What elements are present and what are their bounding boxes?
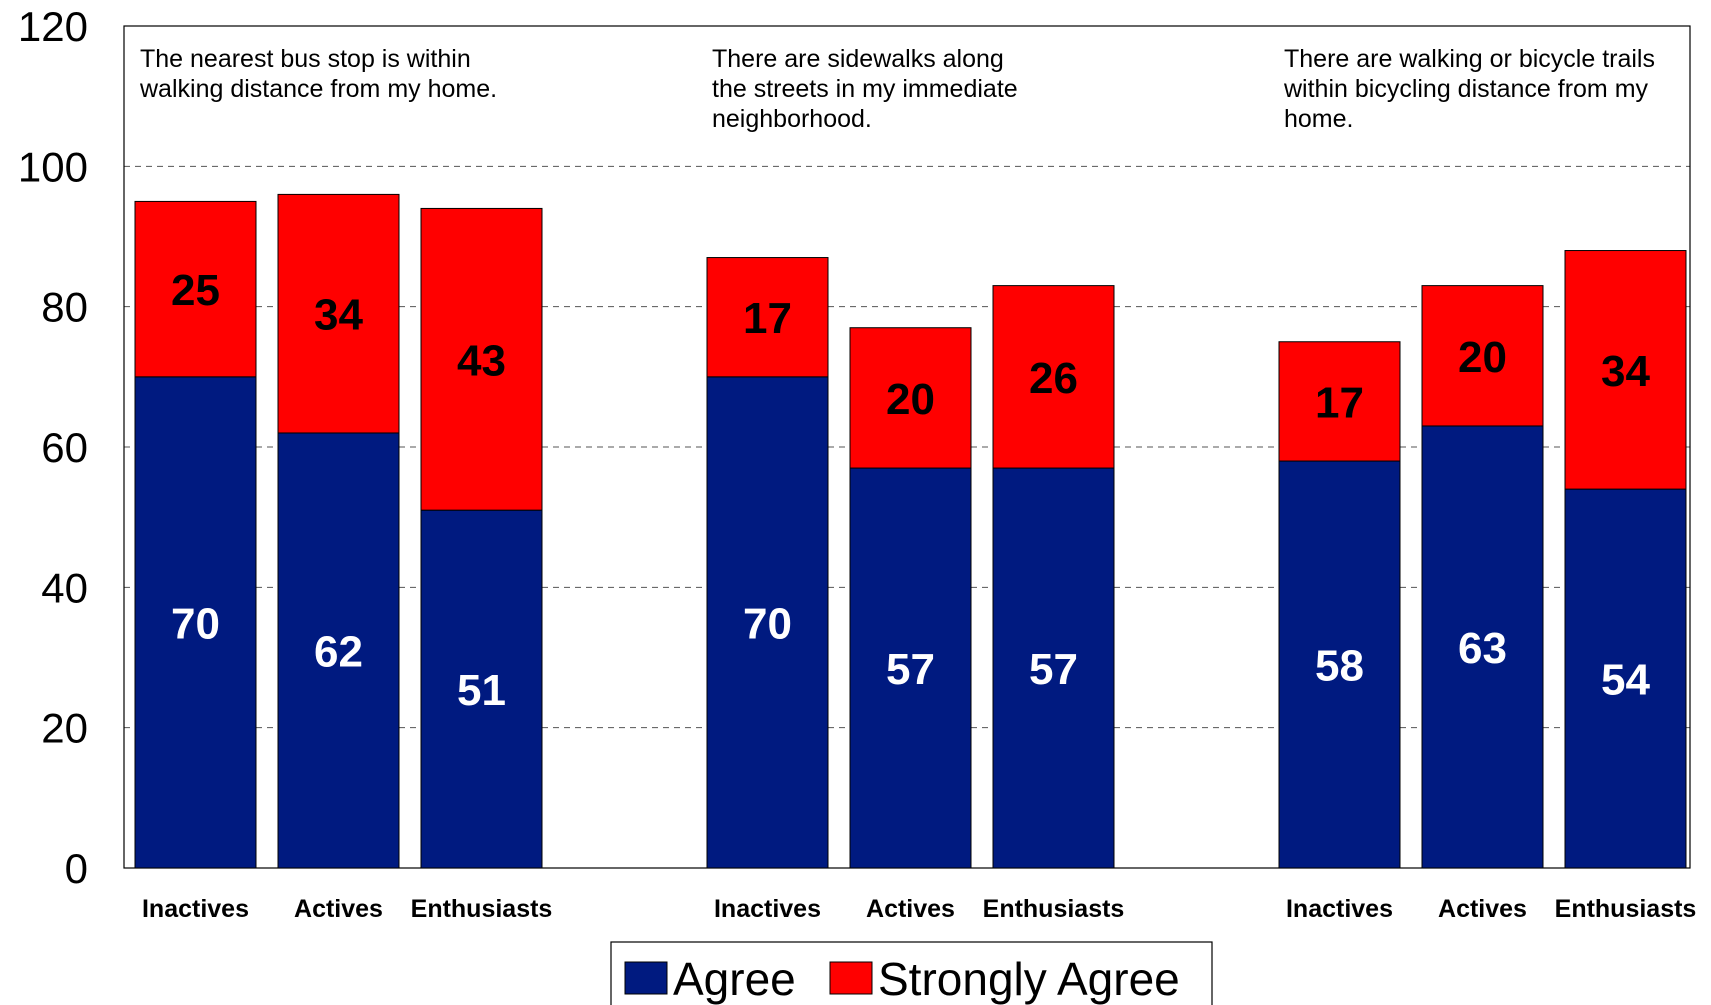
value-labels: 70 25 62 34 51 43 70 17 57 20 57 26 58 17 63 20 54 34 xyxy=(171,266,1650,715)
panel-title-line: within bicycling distance from my xyxy=(1283,75,1649,103)
y-tick-label: 0 xyxy=(65,845,88,892)
bar-agree xyxy=(1278,460,1401,869)
legend-swatch-strongly-agree xyxy=(829,961,873,995)
bar-agree xyxy=(277,432,400,869)
y-tick-label: 20 xyxy=(41,705,88,752)
y-tick-label: 60 xyxy=(41,424,88,471)
y-tick-label: 100 xyxy=(18,143,88,190)
data-label-strongly-agree: 43 xyxy=(457,336,506,385)
panel-title-line: There are sidewalks along xyxy=(712,45,1004,73)
bar-strongly-agree xyxy=(420,207,543,511)
data-label-agree: 70 xyxy=(743,599,792,648)
data-label-strongly-agree: 17 xyxy=(743,294,792,343)
x-category-label: Inactives xyxy=(1286,895,1393,923)
bar-strongly-agree xyxy=(134,200,257,378)
x-category-label: Actives xyxy=(1438,895,1527,923)
data-label-strongly-agree: 26 xyxy=(1029,354,1078,403)
panel-title-line: walking distance from my home. xyxy=(139,75,497,103)
data-label-agree: 57 xyxy=(1029,645,1078,694)
bar-agree xyxy=(849,467,972,869)
y-tick-label: 80 xyxy=(41,284,88,331)
data-label-agree: 54 xyxy=(1601,656,1650,705)
x-axis: Inactives Actives Enthusiasts Inactives Acti… xyxy=(142,895,1696,923)
bars xyxy=(134,193,1687,869)
data-label-agree: 51 xyxy=(457,666,506,715)
data-label-strongly-agree: 17 xyxy=(1315,378,1364,427)
data-label-agree: 62 xyxy=(314,627,363,676)
panel-title-line: home. xyxy=(1284,105,1353,133)
panel-title-line: The nearest bus stop is within xyxy=(140,45,471,73)
legend-label: Agree xyxy=(673,953,796,1005)
data-label-agree: 63 xyxy=(1458,624,1507,673)
x-category-label: Enthusiasts xyxy=(411,895,553,923)
data-label-agree: 57 xyxy=(886,645,935,694)
data-label-strongly-agree: 20 xyxy=(1458,333,1507,382)
x-category-label: Inactives xyxy=(714,895,821,923)
y-axis: 0 20 40 60 80 100 120 xyxy=(18,3,88,892)
bar-agree xyxy=(134,376,257,869)
x-category-label: Inactives xyxy=(142,895,249,923)
x-category-label: Enthusiasts xyxy=(1555,895,1697,923)
bar-agree xyxy=(992,467,1115,869)
legend-swatch-agree xyxy=(624,961,668,995)
bar-agree xyxy=(706,376,829,869)
panel-title-line: the streets in my immediate xyxy=(712,75,1018,103)
data-label-strongly-agree: 34 xyxy=(314,291,363,340)
panel-title: The nearest bus stop is within walking di… xyxy=(139,45,497,103)
data-label-strongly-agree: 34 xyxy=(1601,347,1650,396)
bar-strongly-agree xyxy=(992,285,1115,469)
legend: Agree Strongly Agree xyxy=(610,941,1213,1005)
y-tick-label: 120 xyxy=(18,3,88,50)
data-label-strongly-agree: 25 xyxy=(171,266,220,315)
y-tick-label: 40 xyxy=(41,564,88,611)
x-category-label: Enthusiasts xyxy=(983,895,1125,923)
panel-title-line: There are walking or bicycle trails xyxy=(1284,45,1655,73)
bar-strongly-agree xyxy=(1278,341,1401,462)
bar-strongly-agree xyxy=(277,193,400,434)
bar-strongly-agree xyxy=(1564,250,1687,490)
bar-strongly-agree xyxy=(1421,285,1544,427)
bar-strongly-agree xyxy=(706,257,829,378)
legend-label: Strongly Agree xyxy=(878,953,1180,1005)
legend-box xyxy=(610,941,1213,1005)
bar-agree xyxy=(420,509,543,869)
bar-agree xyxy=(1421,425,1544,869)
data-label-agree: 70 xyxy=(171,599,220,648)
panel-title: There are sidewalks along the streets in … xyxy=(712,45,1018,133)
x-category-label: Actives xyxy=(866,895,955,923)
x-category-label: Actives xyxy=(294,895,383,923)
data-label-agree: 58 xyxy=(1315,642,1364,691)
data-label-strongly-agree: 20 xyxy=(886,375,935,424)
panel-title-line: neighborhood. xyxy=(712,105,872,133)
panel-title: There are walking or bicycle trails withi… xyxy=(1283,45,1655,133)
bar-strongly-agree xyxy=(849,327,972,469)
bar-agree xyxy=(1564,488,1687,869)
panel-titles: The nearest bus stop is within walking di… xyxy=(139,45,1655,133)
